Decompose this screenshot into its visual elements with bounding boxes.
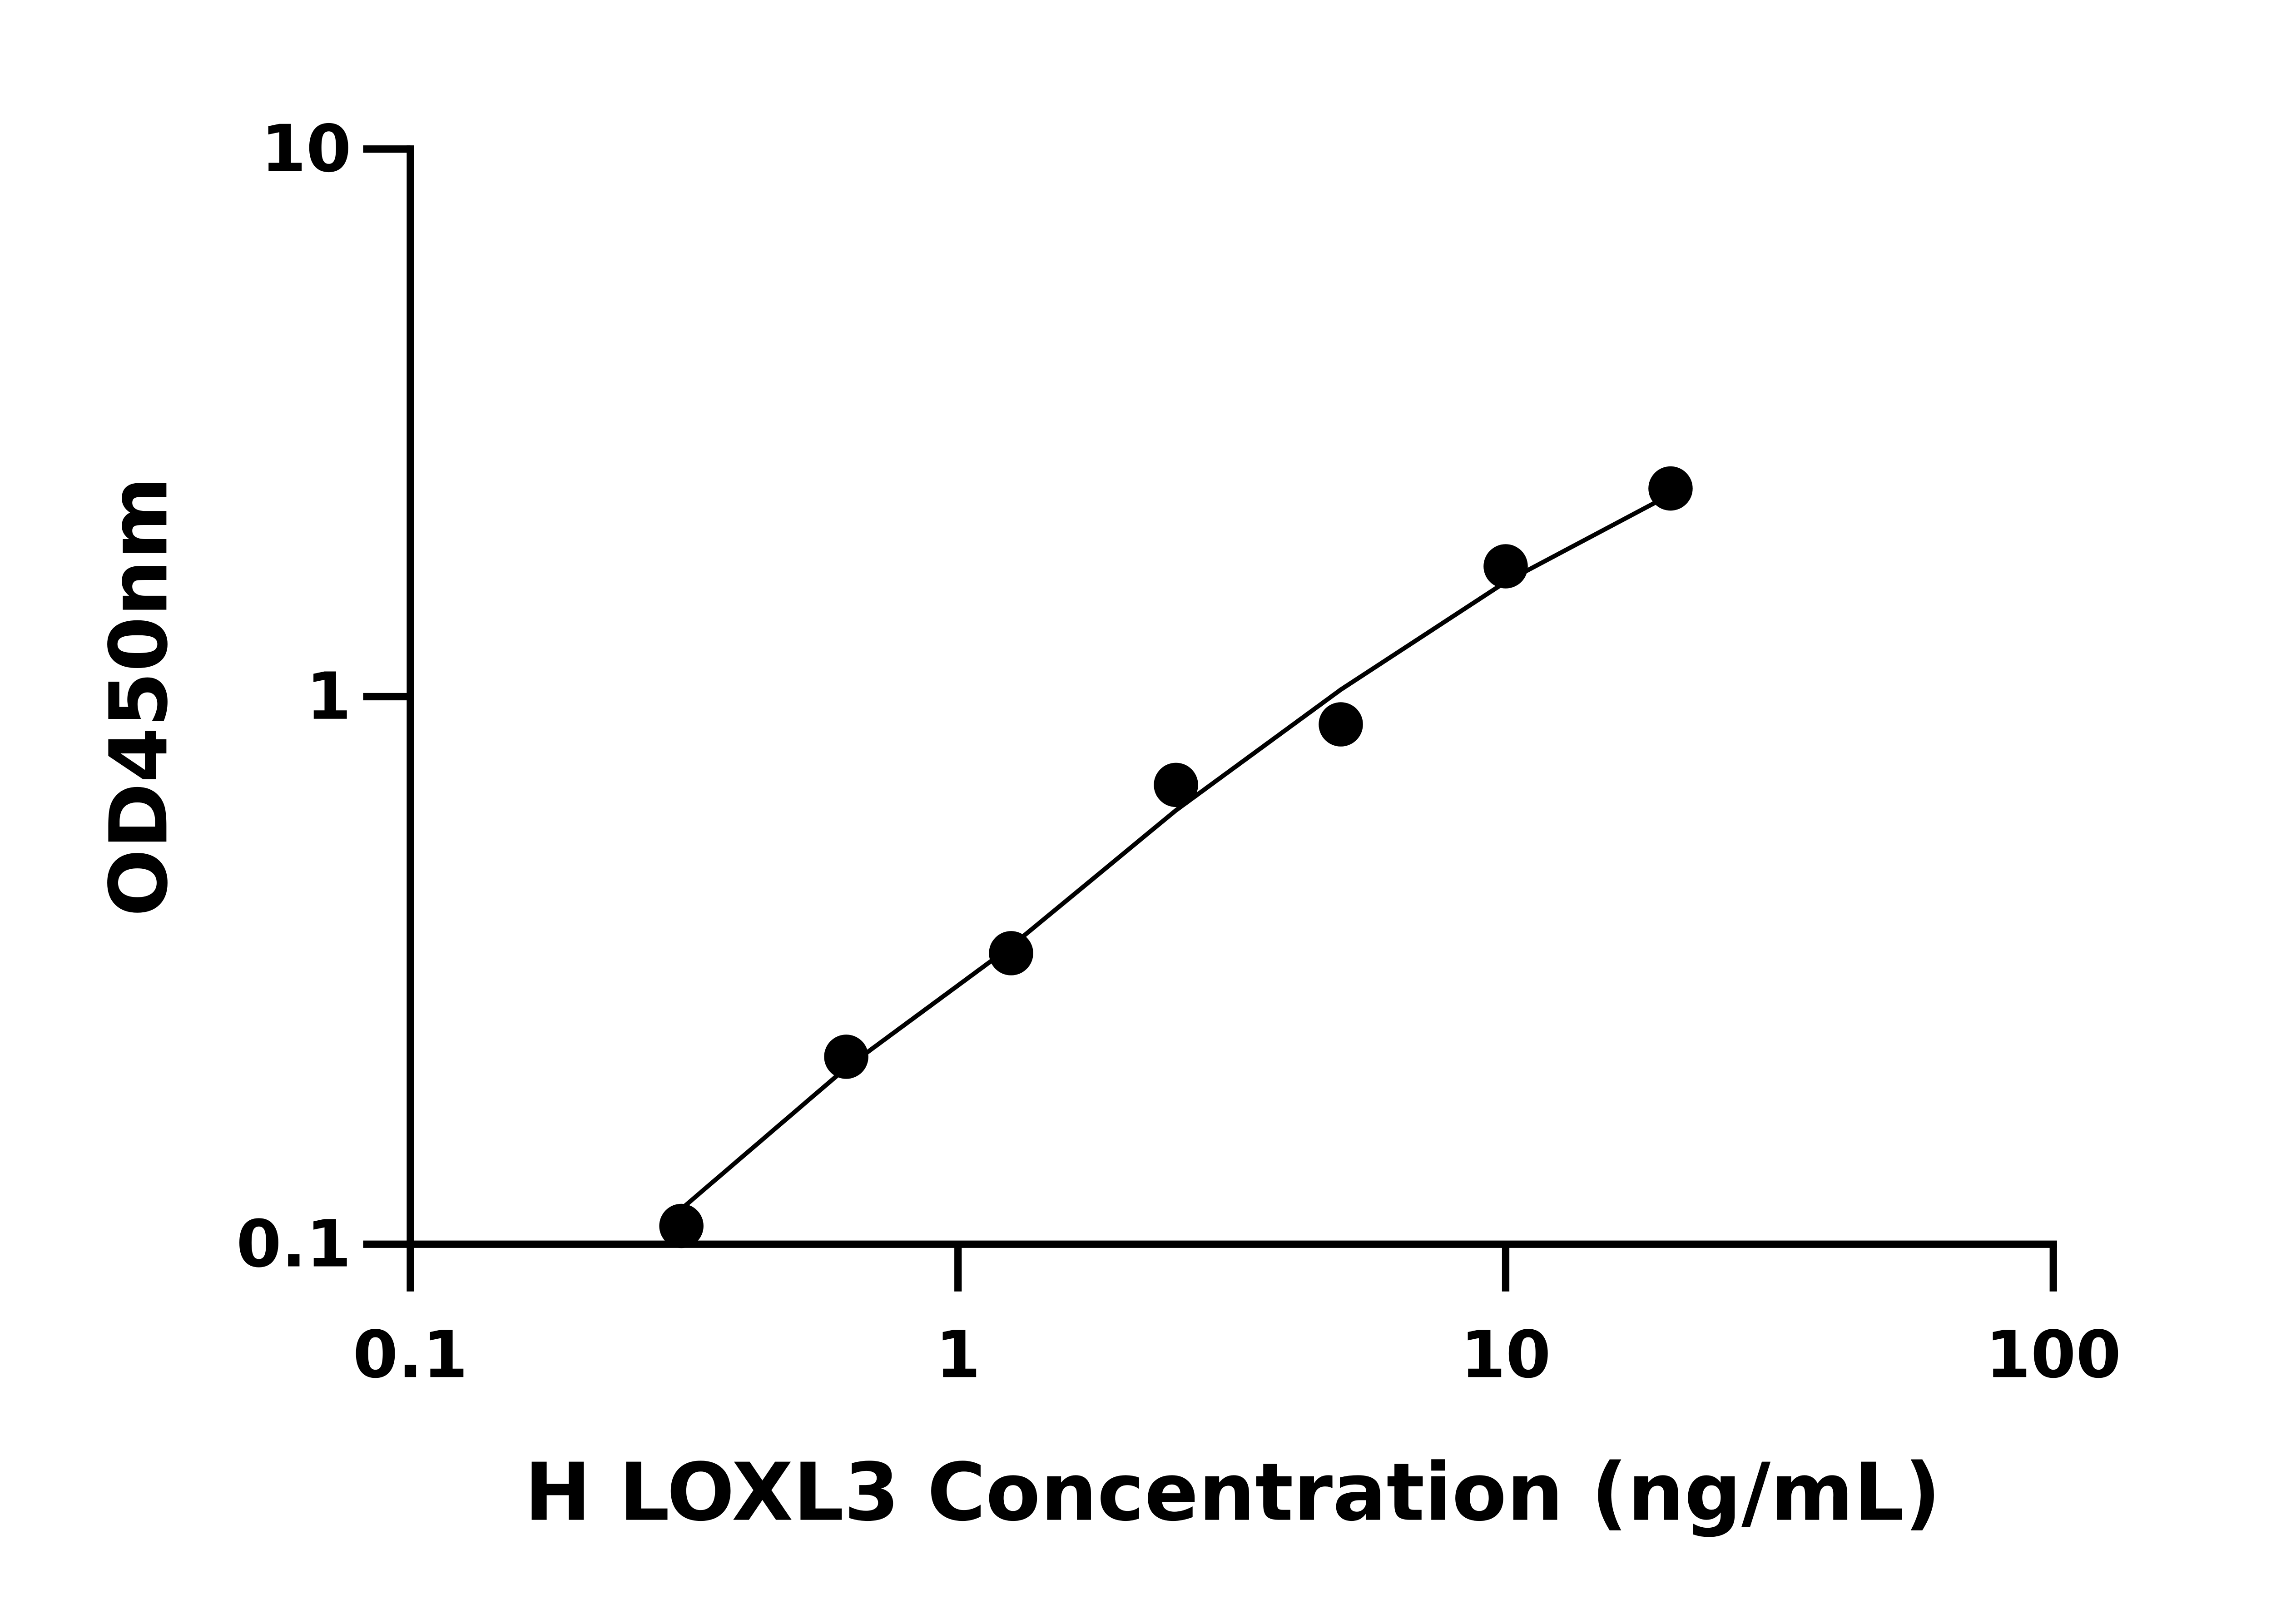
y-tick-label: 10 <box>261 111 352 187</box>
data-point <box>1483 544 1528 589</box>
data-point <box>989 931 1033 975</box>
x-tick-label: 1 <box>936 1317 981 1392</box>
data-point <box>659 1203 704 1248</box>
y-axis-title: OD450nm <box>93 476 185 916</box>
fit-curve <box>679 492 1672 1211</box>
data-point <box>824 1035 868 1079</box>
y-tick-label: 1 <box>306 659 352 734</box>
x-axis-title: H LOXL3 Concentration (ng/mL) <box>525 1446 1941 1539</box>
x-tick-label: 10 <box>1461 1317 1551 1392</box>
x-tick-label: 100 <box>1986 1317 2122 1392</box>
y-tick-label: 0.1 <box>236 1206 351 1282</box>
data-point <box>1648 466 1693 511</box>
x-tick-label: 0.1 <box>353 1317 468 1392</box>
data-point <box>1319 702 1363 747</box>
data-point <box>1154 762 1198 807</box>
